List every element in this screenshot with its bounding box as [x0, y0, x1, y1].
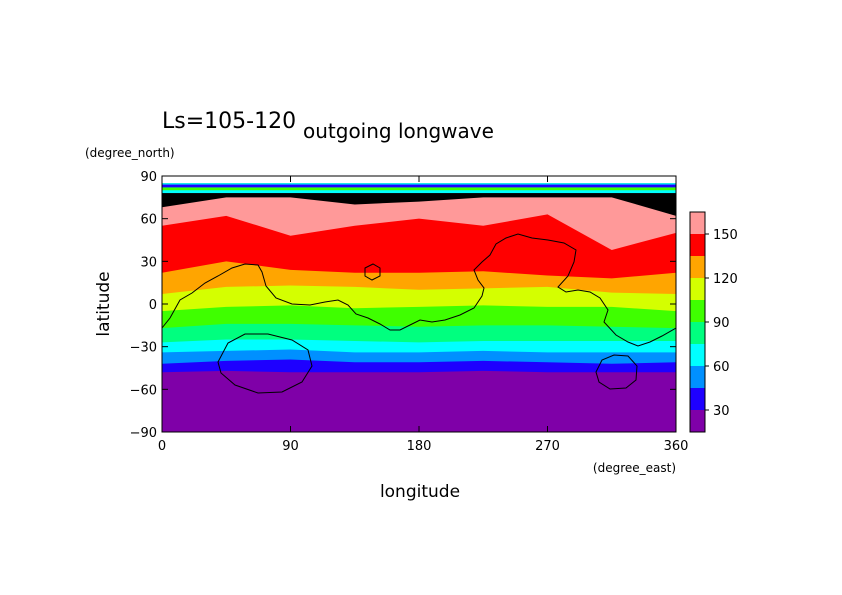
colorbar-swatch: [690, 256, 705, 278]
y-tick-label: −60: [130, 383, 157, 398]
contour-fill: [162, 176, 676, 432]
plain-contour-a: [217, 333, 313, 394]
y-tick-label: −90: [130, 426, 157, 441]
colorbar-swatch: [690, 344, 705, 366]
y-axis-label: latitude: [94, 271, 114, 336]
colorbar-swatch: [690, 322, 705, 344]
y-tick-label: −30: [130, 341, 157, 356]
hill-contour: [364, 263, 381, 281]
y-tick-label: 0: [149, 298, 157, 313]
plain-contour-b: [595, 354, 638, 390]
colorbar-swatch: [690, 212, 705, 234]
colorbar-swatch: [690, 234, 705, 256]
colorbar-label: 150: [713, 228, 738, 243]
x-tick-label: 90: [282, 439, 299, 454]
chart-title: outgoing longwave: [303, 119, 494, 143]
colorbar-label: 120: [713, 272, 738, 287]
colorbar-swatch: [690, 388, 705, 410]
polar-row-1: [162, 187, 676, 191]
colorbar-label: 30: [713, 404, 730, 419]
colorbar-swatch: [690, 278, 705, 300]
colorbar-label: 60: [713, 360, 730, 375]
x-tick-label: 0: [158, 439, 166, 454]
topography-contour: [162, 233, 676, 394]
zero-elevation-contour: [162, 233, 676, 347]
x-unit-label: (degree_east): [593, 461, 676, 475]
x-axis-label: longitude: [380, 482, 460, 502]
y-tick-label: 30: [140, 255, 157, 270]
period-label: Ls=105-120: [162, 109, 296, 134]
x-axis: 0 90 180 270 360: [158, 176, 689, 454]
y-unit-label: (degree_north): [85, 146, 175, 160]
polar-row-2: [162, 184, 676, 188]
y-axis: −90 −60 −30 0 30 60 90: [130, 170, 676, 441]
y-tick-label: 60: [140, 213, 157, 228]
colorbar-swatch: [690, 410, 705, 432]
colorbar: 30 60 90 120 150: [689, 211, 738, 433]
x-tick-label: 270: [535, 439, 560, 454]
y-tick-label: 90: [140, 170, 157, 185]
colorbar-swatch: [690, 366, 705, 388]
colorbar-swatch: [690, 300, 705, 322]
colorbar-label: 90: [713, 316, 730, 331]
x-tick-label: 180: [407, 439, 432, 454]
x-tick-label: 360: [664, 439, 689, 454]
